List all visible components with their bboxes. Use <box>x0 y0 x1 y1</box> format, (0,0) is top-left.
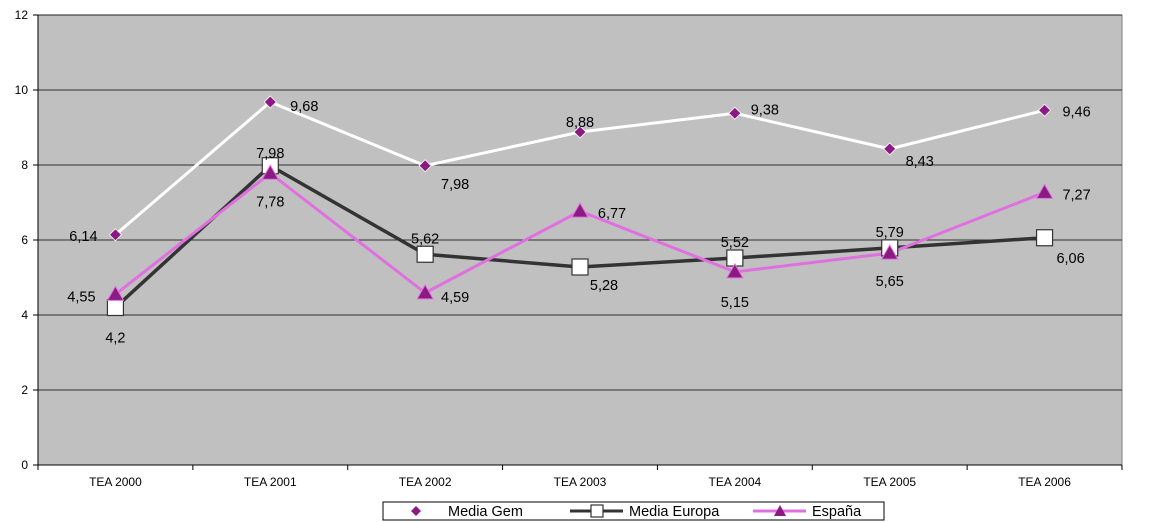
data-label: 5,15 <box>721 295 749 311</box>
legend-marker <box>774 505 786 516</box>
data-label: 7,98 <box>441 177 469 193</box>
y-tick-label: 8 <box>21 158 28 172</box>
data-point <box>883 142 897 156</box>
data-label: 4,59 <box>441 290 469 306</box>
legend-marker <box>411 506 421 516</box>
data-label: 6,06 <box>1056 251 1084 267</box>
y-tick-label: 10 <box>15 83 29 97</box>
data-label: 6,77 <box>598 206 626 222</box>
x-tick-label: TEA 2004 <box>708 475 761 489</box>
legend-label: España <box>812 504 862 520</box>
data-point <box>263 95 277 109</box>
y-tick-label: 0 <box>21 458 28 472</box>
data-label: 7,27 <box>1062 187 1090 203</box>
x-tick-label: TEA 2003 <box>554 475 607 489</box>
data-label: 5,65 <box>876 274 904 290</box>
data-label: 7,98 <box>256 146 284 162</box>
x-tick-label: TEA 2002 <box>399 475 452 489</box>
data-point <box>416 245 434 263</box>
y-tick-label: 6 <box>21 233 28 247</box>
x-tick-label: TEA 2006 <box>1018 475 1071 489</box>
data-label: 8,88 <box>566 115 594 131</box>
data-label: 4,2 <box>105 331 125 347</box>
data-label: 8,43 <box>906 154 934 170</box>
data-label: 5,79 <box>876 225 904 241</box>
data-label: 6,14 <box>69 229 97 245</box>
data-point <box>571 202 589 218</box>
data-label: 9,46 <box>1062 104 1090 120</box>
legend-label: Media Europa <box>629 504 720 520</box>
data-point <box>1038 103 1052 117</box>
data-label: 5,62 <box>411 231 439 247</box>
data-label: 9,68 <box>290 99 318 115</box>
data-label: 5,28 <box>590 278 618 294</box>
x-tick-label: TEA 2000 <box>89 475 142 489</box>
series-markers <box>106 95 1054 317</box>
data-point <box>108 228 122 242</box>
data-label: 7,78 <box>256 194 284 210</box>
legend: Media Gem Media Europa España <box>382 501 885 521</box>
y-tick-label: 4 <box>21 308 28 322</box>
data-label: 9,38 <box>751 102 779 118</box>
data-point <box>261 164 280 180</box>
x-tick-label: TEA 2001 <box>244 475 297 489</box>
data-point <box>418 159 432 173</box>
y-tick-label: 2 <box>21 383 28 397</box>
data-point <box>1035 183 1054 199</box>
legend-marker <box>590 504 604 518</box>
data-point <box>106 285 125 301</box>
data-labels: 6,14 9,68 7,98 8,88 9,38 8,43 9,46 4,2 7,98 5,62 5… <box>67 99 1090 347</box>
y-axis-ticks: 0 2 4 6 8 10 12 <box>15 8 38 472</box>
x-axis-ticks: TEA 2000 TEA 2001 TEA 2002 TEA 2003 TEA 2004… <box>37 465 1123 489</box>
data-point <box>106 298 125 317</box>
data-label: 4,55 <box>67 289 95 305</box>
data-point <box>573 125 587 139</box>
data-point <box>571 258 589 276</box>
gridlines <box>38 14 1122 391</box>
data-point <box>725 262 744 279</box>
data-point <box>1035 229 1054 247</box>
legend-box <box>382 501 885 521</box>
y-tick-label: 12 <box>15 8 29 22</box>
data-point <box>880 244 899 260</box>
legend-label: Media Gem <box>448 504 523 520</box>
data-label: 5,52 <box>721 235 749 251</box>
data-point <box>416 283 435 300</box>
x-tick-label: TEA 2005 <box>863 475 916 489</box>
data-point <box>728 106 742 120</box>
